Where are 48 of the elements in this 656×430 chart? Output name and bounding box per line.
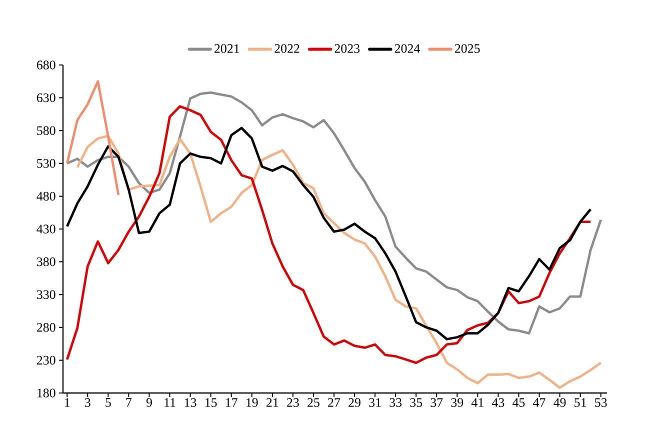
y-tick-label: 480: [36, 192, 56, 201]
x-tick-label: 11: [164, 398, 176, 407]
y-tick-label: 580: [37, 126, 56, 135]
x-tick-label: 25: [308, 398, 320, 407]
x-tick-label: 43: [492, 398, 504, 407]
x-tick-label: 53: [595, 398, 607, 407]
x-tick-label: 51: [574, 398, 586, 407]
x-tick-label: 23: [287, 398, 299, 407]
x-tick-label: 35: [410, 398, 422, 407]
x-tick-label: 39: [451, 398, 464, 407]
legend-label: 2024: [394, 44, 420, 53]
y-tick-label: 530: [37, 159, 56, 168]
y-tick-label: 630: [36, 93, 56, 102]
x-tick-label: 7: [126, 398, 132, 407]
x-tick-label: 15: [205, 398, 217, 407]
y-tick-label: 680: [36, 60, 56, 70]
y-tick-label: 330: [37, 290, 56, 299]
x-tick-label: 9: [146, 398, 152, 407]
x-tick-label: 3: [85, 398, 90, 407]
x-tick-label: 21: [266, 398, 278, 407]
y-tick-label: 230: [36, 356, 56, 365]
x-tick-label: 5: [106, 398, 111, 407]
x-tick-label: 41: [471, 398, 484, 407]
x-tick-label: 49: [554, 398, 566, 407]
x-tick-label: 1: [65, 398, 70, 407]
x-tick-label: 19: [246, 398, 258, 407]
line-series: [66, 80, 120, 196]
x-tick-label: 47: [533, 398, 546, 407]
y-tick-label: 180: [38, 388, 56, 398]
y-tick-label: 380: [37, 257, 56, 266]
legend-label: 2023: [334, 44, 360, 53]
x-tick-label: 37: [430, 398, 443, 407]
x-tick-label: 29: [348, 398, 360, 407]
line-series: [66, 91, 602, 334]
legend-label: 2022: [274, 44, 300, 53]
x-tick-label: 17: [226, 398, 238, 407]
x-tick-label: 13: [184, 398, 196, 407]
legend-label: 2021: [214, 44, 240, 53]
line-series: [66, 126, 592, 340]
x-tick-label: 31: [369, 398, 381, 407]
y-tick-label: 280: [36, 323, 56, 332]
line-series: [66, 105, 592, 364]
x-tick-label: 27: [328, 398, 340, 407]
line-series: [76, 134, 602, 389]
x-tick-label: 33: [390, 398, 402, 407]
y-tick-label: 430: [36, 224, 56, 234]
legend-label: 2025: [454, 44, 480, 53]
x-tick-label: 45: [512, 398, 525, 407]
